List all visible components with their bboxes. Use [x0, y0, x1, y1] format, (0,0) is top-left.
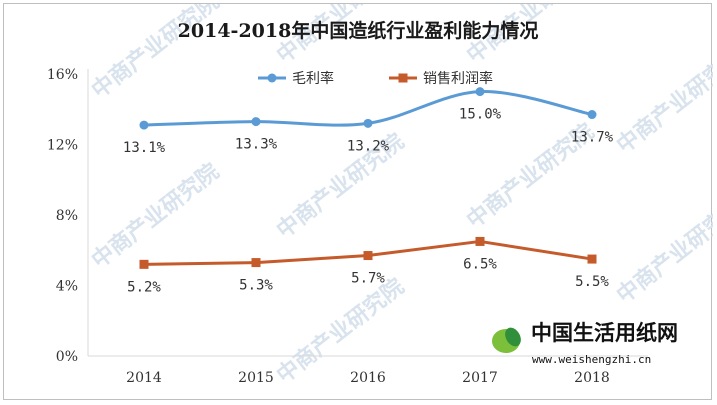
- watermark-text: 中商产业研究院: [87, 4, 224, 104]
- data-label: 13.7%: [571, 130, 614, 146]
- logo-url: www.weishengzhi.cn: [532, 353, 651, 366]
- x-axis-ticks: 2014 2015 2016 2017 2018: [126, 370, 610, 386]
- legend: 毛利率 销售利润率: [258, 70, 493, 87]
- series-2: 5.2% 5.3% 5.7% 6.5% 5.5%: [127, 236, 609, 295]
- series-layer: 13.1% 13.3% 13.2% 15.0% 13.7% 5.2% 5.3% 5.7% 6.5…: [123, 87, 614, 295]
- series-1: 13.1% 13.3% 13.2% 15.0% 13.7%: [123, 87, 614, 156]
- data-point: [251, 258, 261, 268]
- data-label: 5.3%: [239, 278, 273, 294]
- data-label: 15.0%: [459, 107, 502, 123]
- y-tick-label: 4%: [56, 279, 78, 295]
- data-point: [475, 236, 485, 246]
- x-tick-label: 2016: [350, 370, 386, 386]
- chart-frame: 中商产业研究院 中商产业研究院 中商产业研究院 中商产业研究院 中商产业研究院 中商产业研…: [3, 3, 713, 400]
- data-point: [475, 87, 485, 97]
- logo-name: 中国生活用纸网: [531, 320, 678, 345]
- data-label: 13.1%: [123, 140, 166, 156]
- legend-marker: [267, 73, 277, 83]
- data-point: [587, 110, 597, 120]
- x-tick-label: 2015: [238, 370, 274, 386]
- legend-label: 销售利润率: [423, 70, 493, 87]
- x-tick-label: 2018: [574, 370, 610, 386]
- y-tick-label: 0%: [56, 349, 78, 365]
- x-tick-label: 2017: [462, 370, 498, 386]
- data-point: [139, 259, 149, 269]
- data-point: [139, 120, 149, 130]
- data-label: 5.5%: [575, 274, 609, 290]
- y-axis-ticks: 0% 4% 8% 12% 16%: [47, 67, 78, 365]
- data-point: [363, 118, 373, 128]
- data-point: [363, 251, 373, 261]
- site-logo: 中国生活用纸网 www.weishengzhi.cn: [492, 320, 678, 366]
- y-tick-label: 12%: [47, 138, 78, 154]
- legend-item-1: 毛利率: [258, 70, 334, 87]
- data-label: 6.5%: [463, 256, 497, 272]
- watermark-text: 中商产业研究院: [87, 158, 224, 273]
- data-label: 13.2%: [347, 138, 390, 154]
- y-tick-label: 8%: [56, 208, 78, 224]
- watermark-text: 中商产业研究院: [612, 43, 713, 158]
- x-tick-label: 2014: [126, 370, 162, 386]
- data-label: 5.2%: [127, 279, 161, 295]
- watermark-text: 中商产业研究院: [612, 193, 713, 308]
- data-label: 5.7%: [351, 271, 385, 287]
- data-point: [587, 254, 597, 264]
- chart-title: 2014-2018年中国造纸行业盈利能力情况: [178, 19, 539, 42]
- watermark-text: 中商产业研究院: [272, 273, 409, 388]
- legend-label: 毛利率: [292, 70, 334, 87]
- y-tick-label: 16%: [47, 67, 78, 83]
- legend-item-2: 销售利润率: [389, 70, 493, 87]
- data-label: 13.3%: [235, 137, 278, 153]
- leaf-icon-inner: [505, 327, 521, 347]
- data-point: [251, 117, 261, 127]
- legend-marker: [398, 73, 408, 83]
